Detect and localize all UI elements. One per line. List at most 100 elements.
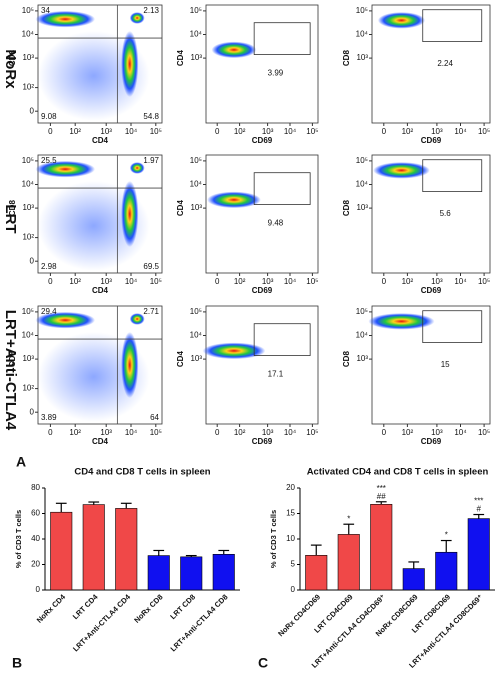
bar <box>370 504 393 591</box>
x-tick-label: 10² <box>234 428 246 437</box>
row-label: LRT+Anti-CTLA4 <box>2 310 19 431</box>
x-tick-label: 0 <box>48 277 53 286</box>
x-tick-label: 10² <box>69 428 81 437</box>
y-axis-label: CD8 <box>8 200 17 217</box>
x-tick-label: 10⁵ <box>478 127 490 136</box>
x-tick-label: 10³ <box>431 127 443 136</box>
plot-frame <box>371 4 491 124</box>
bar <box>435 551 458 591</box>
quadrant-value: 64 <box>150 413 159 422</box>
gate <box>422 9 483 42</box>
x-tick-label: 10⁴ <box>125 127 138 136</box>
significance: # <box>477 505 482 514</box>
x-axis-label: CD69 <box>252 136 273 145</box>
y-tick-label: 60 <box>31 509 40 518</box>
bar <box>402 568 425 591</box>
x-tick-label: 10³ <box>100 428 112 437</box>
y-tick-label: 40 <box>31 534 40 543</box>
gate-value: 5.6 <box>440 209 452 218</box>
y-tick-label: 10⁴ <box>190 30 203 39</box>
y-tick-label: 10⁵ <box>190 156 202 165</box>
plot-frame <box>205 154 319 274</box>
y-axis-label: CD4 <box>176 200 185 217</box>
x-tick-label: 10⁵ <box>306 127 318 136</box>
x-tick-label: 10² <box>234 127 246 136</box>
y-tick-label: 0 <box>36 585 41 594</box>
gate <box>422 159 483 192</box>
x-tick-label: 10⁵ <box>150 428 162 437</box>
y-tick-label: 10⁴ <box>22 331 35 340</box>
x-tick-label: 10² <box>69 277 81 286</box>
plot-frame <box>37 305 163 425</box>
quadrant-value: 3.89 <box>41 413 57 422</box>
x-tick-label: 10³ <box>431 428 443 437</box>
significance: * <box>347 514 350 523</box>
y-tick-label: 10⁵ <box>22 307 34 316</box>
plot-frame <box>37 4 163 124</box>
density-blob <box>129 12 145 24</box>
quadrant-value: 69.5 <box>143 262 159 271</box>
x-tick-label: 10⁵ <box>306 428 318 437</box>
quadrant-value: 2.98 <box>41 262 57 271</box>
chart-title: CD4 and CD8 T cells in spleen <box>74 467 210 478</box>
x-axis-label: CD69 <box>252 437 273 446</box>
density-blob <box>121 331 139 399</box>
x-axis-label: CD69 <box>421 437 442 446</box>
bar <box>180 556 203 591</box>
x-tick-label: 10² <box>402 428 414 437</box>
y-axis-label: CD8 <box>342 50 351 67</box>
significance: * <box>445 531 448 540</box>
x-axis-label: CD4 <box>92 136 109 145</box>
quadrant-value: 25.5 <box>41 156 57 165</box>
quadrant-value: 2.71 <box>143 307 159 316</box>
x-tick-label: 0 <box>215 428 220 437</box>
bar <box>115 508 138 591</box>
quadrant-value: 34 <box>41 6 50 15</box>
gate-value: 17.1 <box>268 370 284 379</box>
y-tick-label: 10⁵ <box>356 6 368 15</box>
x-axis-label: CD69 <box>252 286 273 295</box>
x-tick-label: 0 <box>215 277 220 286</box>
quadrant-value: 54.8 <box>143 112 159 121</box>
bar <box>82 504 105 591</box>
y-tick-label: 10⁵ <box>22 6 34 15</box>
x-tick-label: 10⁵ <box>150 277 162 286</box>
density-blob <box>207 191 261 209</box>
y-tick-label: 10³ <box>190 354 202 363</box>
density-blob <box>377 12 426 29</box>
y-tick-label: 10² <box>22 83 34 92</box>
y-tick-label: 0 <box>30 407 35 416</box>
significance: *** <box>474 497 483 506</box>
bar <box>50 511 73 591</box>
y-tick-label: 10³ <box>356 203 368 212</box>
y-tick-label: 15 <box>286 509 295 518</box>
y-tick-label: 10³ <box>22 53 34 62</box>
chart-title: Activated CD4 and CD8 T cells in spleen <box>307 467 489 478</box>
x-tick-label: 10² <box>69 127 81 136</box>
y-tick-label: 10³ <box>190 203 202 212</box>
x-axis-label: CD4 <box>92 286 109 295</box>
x-tick-label: 10³ <box>262 277 274 286</box>
plot-frame <box>205 305 319 425</box>
y-tick-label: 10⁴ <box>356 180 369 189</box>
x-tick-label: 10² <box>234 277 246 286</box>
bar <box>337 534 360 591</box>
x-tick-label: 0 <box>48 428 53 437</box>
quadrant-value: 1.97 <box>143 156 159 165</box>
density-blob <box>121 30 139 98</box>
x-tick-label: 10² <box>402 127 414 136</box>
x-tick-label: 10⁴ <box>284 277 297 286</box>
bar <box>305 555 328 591</box>
y-tick-label: 10⁵ <box>22 156 34 165</box>
x-tick-label: LRT CD4 <box>71 592 100 621</box>
x-tick-label: 10³ <box>100 277 112 286</box>
y-tick-label: 10³ <box>356 354 368 363</box>
x-tick-label: 10⁵ <box>478 428 490 437</box>
y-axis-label: CD8 <box>342 200 351 217</box>
density-blob <box>202 342 266 360</box>
significance: ## <box>377 492 386 501</box>
y-tick-label: 20 <box>286 483 295 492</box>
gate <box>253 323 311 356</box>
x-tick-label: 10³ <box>262 127 274 136</box>
y-tick-label: 10² <box>22 233 34 242</box>
